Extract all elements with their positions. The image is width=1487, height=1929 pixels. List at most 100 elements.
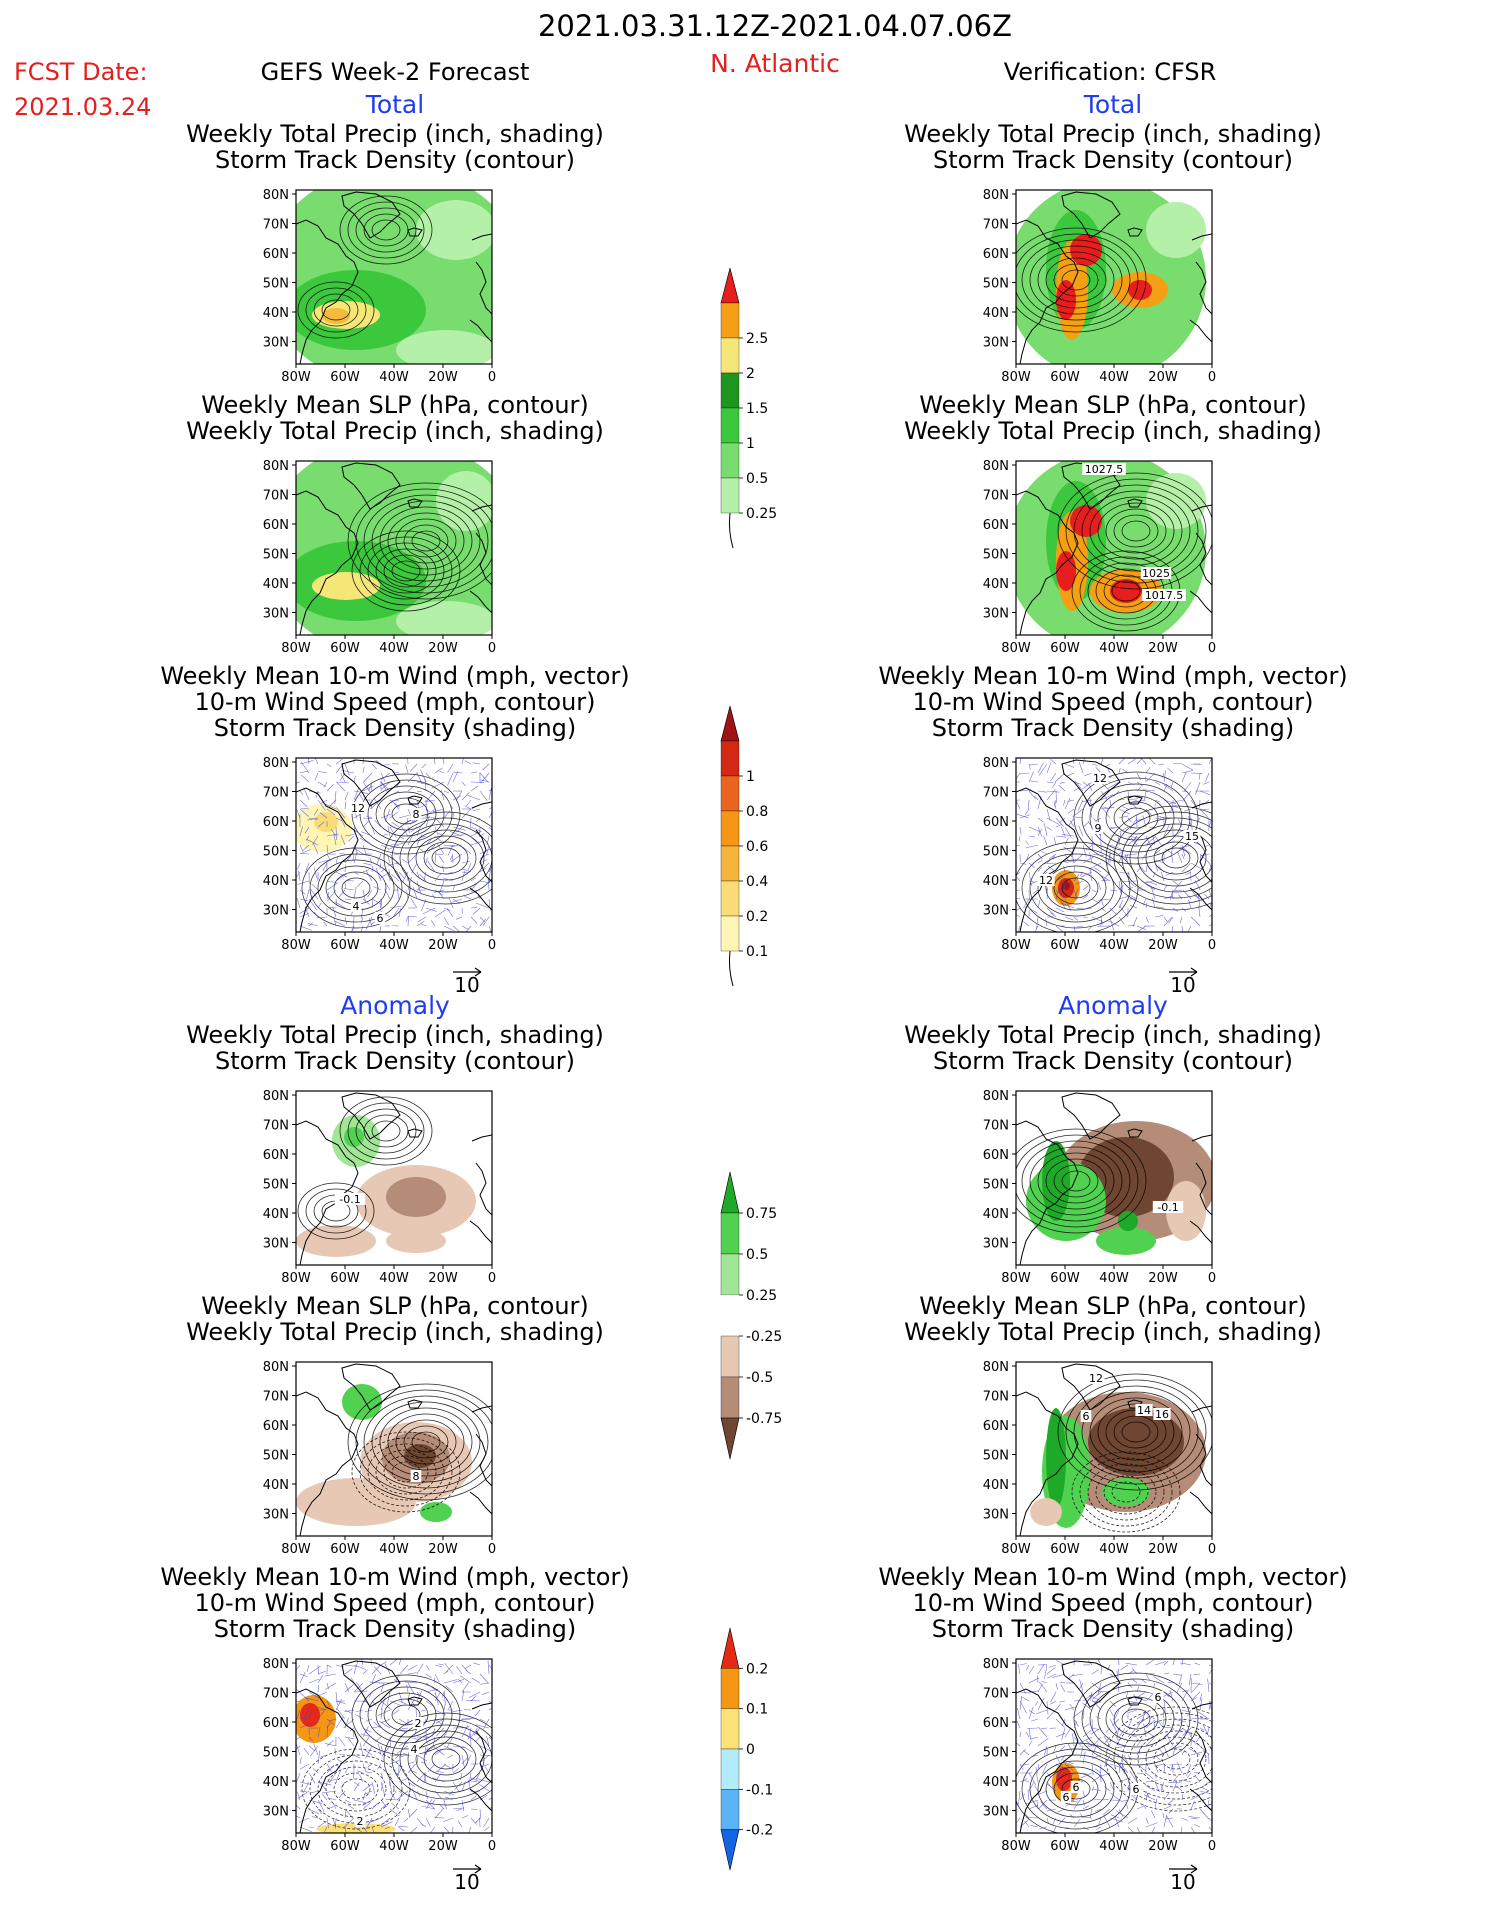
lat-tick-label: 70N [263, 1390, 289, 1405]
colorbar-tick-label: -0.5 [746, 1370, 773, 1386]
lat-tick-label: 50N [263, 845, 289, 860]
lat-tick-label: 70N [983, 1687, 1009, 1702]
lon-tick-label: 40W [1099, 641, 1129, 656]
lat-tick-label: 50N [983, 548, 1009, 563]
vector-reference: 10 [1169, 968, 1197, 997]
lat-tick-label: 40N [983, 577, 1009, 592]
svg-text:1017.5: 1017.5 [1145, 589, 1184, 602]
lon-tick-label: 0 [488, 1542, 496, 1557]
colorbar-tick-label: 0.1 [746, 944, 768, 960]
right-column-title: Verification: CFSR [1004, 58, 1217, 86]
lon-tick-label: 40W [379, 1542, 409, 1557]
lat-tick-label: 50N [263, 1449, 289, 1464]
contour-label: -0.1 [1153, 1201, 1183, 1214]
lon-tick-label: 60W [330, 1839, 360, 1854]
lon-tick-label: 60W [330, 1271, 360, 1286]
svg-text:4: 4 [353, 900, 360, 913]
std-anom-colorbar: 0.20.10-0.1-0.2 [721, 1628, 773, 1870]
lon-tick-label: 80W [1001, 1271, 1031, 1286]
svg-text:10-m Wind Speed (mph, contour): 10-m Wind Speed (mph, contour) [194, 1589, 595, 1617]
svg-text:Storm Track Density (shading): Storm Track Density (shading) [214, 1615, 577, 1643]
lon-tick-label: 20W [428, 1839, 458, 1854]
contour-label: 8 [411, 808, 422, 821]
svg-text:8: 8 [413, 1470, 420, 1483]
colorbars: 0.250.511.522.50.10.20.40.60.810.750.50.… [721, 268, 782, 1870]
svg-text:Storm Track Density (shading): Storm Track Density (shading) [932, 1615, 1295, 1643]
lon-tick-label: 0 [1208, 1839, 1216, 1854]
lon-tick-label: 40W [379, 370, 409, 385]
svg-text:Weekly Total Precip (inch, sha: Weekly Total Precip (inch, shading) [904, 417, 1322, 445]
lat-tick-label: 50N [983, 1449, 1009, 1464]
svg-text:Weekly Mean SLP (hPa, contour): Weekly Mean SLP (hPa, contour) [919, 1292, 1307, 1320]
svg-text:-0.1: -0.1 [339, 1193, 360, 1206]
colorbar-tick-label: 1.5 [746, 401, 768, 417]
colorbar-tick-label: 0.25 [746, 506, 777, 522]
lon-tick-label: 60W [1050, 1839, 1080, 1854]
svg-text:15: 15 [1185, 830, 1199, 843]
panel-title: Weekly Mean 10-m Wind (mph, vector)10-m … [878, 1563, 1347, 1643]
lon-tick-label: 20W [1148, 938, 1178, 953]
lon-tick-label: 80W [281, 938, 311, 953]
lon-tick-label: 0 [488, 370, 496, 385]
lon-tick-label: 80W [1001, 1839, 1031, 1854]
lat-tick-label: 50N [983, 277, 1009, 292]
colorbar-tick-label: 0.75 [746, 1206, 777, 1222]
lon-tick-label: 20W [1148, 1542, 1178, 1557]
lat-tick-label: 60N [263, 1148, 289, 1163]
panel-title: Weekly Total Precip (inch, shading)Storm… [904, 1021, 1322, 1075]
contour-label: 12 [1037, 874, 1054, 887]
lat-tick-label: 30N [263, 1508, 289, 1523]
svg-text:6: 6 [1063, 1791, 1070, 1804]
panel-title: Weekly Mean SLP (hPa, contour)Weekly Tot… [904, 391, 1322, 445]
contour-label: 12 [1087, 1372, 1104, 1385]
lon-tick-label: 20W [1148, 1839, 1178, 1854]
lat-tick-label: 70N [263, 1687, 289, 1702]
lon-tick-label: 40W [1099, 1271, 1129, 1286]
svg-text:Storm Track Density (contour): Storm Track Density (contour) [215, 146, 575, 174]
panel-title: Weekly Total Precip (inch, shading)Storm… [904, 120, 1322, 174]
lat-tick-label: 80N [263, 459, 289, 474]
lon-tick-label: 20W [1148, 1271, 1178, 1286]
svg-text:6: 6 [1133, 1783, 1140, 1796]
lat-tick-label: 60N [983, 1419, 1009, 1434]
contour-label: 16 [1153, 1408, 1170, 1421]
colorbar-tick-label: 0.6 [746, 839, 768, 855]
lon-tick-label: 40W [379, 1271, 409, 1286]
lat-tick-label: 40N [263, 1207, 289, 1222]
lat-tick-label: 40N [263, 1775, 289, 1790]
svg-text:4: 4 [411, 1743, 418, 1756]
lon-tick-label: 60W [1050, 1271, 1080, 1286]
contour-label: 6 [375, 912, 386, 925]
svg-text:Weekly Total Precip (inch, sha: Weekly Total Precip (inch, shading) [904, 120, 1322, 148]
map-field: 8 [296, 1362, 504, 1536]
svg-text:12: 12 [1039, 874, 1053, 887]
contour-label: 1025 [1141, 567, 1171, 580]
lat-tick-label: 80N [983, 1089, 1009, 1104]
lat-tick-label: 70N [263, 1119, 289, 1134]
svg-text:6: 6 [1083, 1410, 1090, 1423]
svg-text:Weekly Total Precip (inch, sha: Weekly Total Precip (inch, shading) [186, 1318, 604, 1346]
lat-tick-label: 80N [263, 1089, 289, 1104]
date-range-title: 2021.03.31.12Z-2021.04.07.06Z [538, 9, 1012, 43]
lon-tick-label: 40W [379, 938, 409, 953]
map-field [1006, 180, 1212, 380]
svg-text:10-m Wind Speed (mph, contour): 10-m Wind Speed (mph, contour) [912, 1589, 1313, 1617]
lat-tick-label: 60N [263, 1716, 289, 1731]
lat-tick-label: 80N [983, 188, 1009, 203]
lat-tick-label: 30N [263, 607, 289, 622]
colorbar-tick-label: 2.5 [746, 331, 768, 347]
panel-title: Weekly Total Precip (inch, shading)Storm… [186, 1021, 604, 1075]
right-total-label: Total [1083, 90, 1142, 119]
svg-text:10: 10 [454, 1870, 479, 1894]
right-anomaly-label: Anomaly [1058, 991, 1168, 1020]
lat-tick-label: 70N [263, 489, 289, 504]
map-field: -0.1 [296, 1091, 492, 1265]
colorbar-tick-label: 0.1 [746, 1702, 768, 1718]
